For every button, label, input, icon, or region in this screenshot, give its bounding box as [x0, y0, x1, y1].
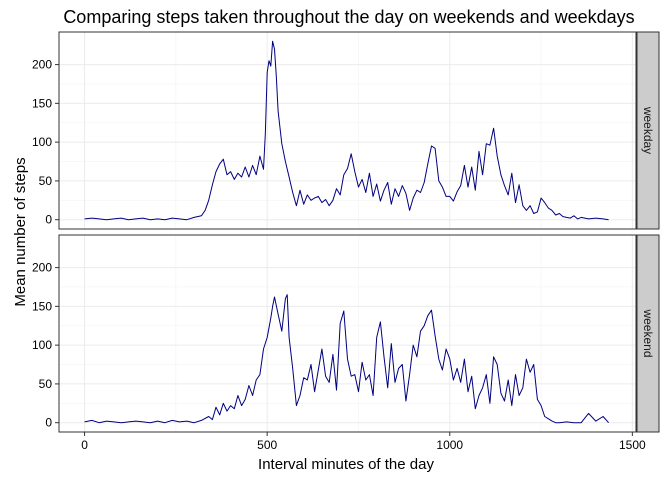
facet-strip-weekend: [636, 234, 660, 433]
chart-title: Comparing steps taken throughout the day…: [63, 7, 634, 27]
y-tick-label: 0: [45, 416, 52, 430]
x-tick-label: 0: [81, 438, 88, 452]
series-line-weekend: [84, 294, 609, 424]
panel-background: [59, 235, 636, 432]
y-tick-label: 150: [32, 96, 52, 110]
panel-border: [58, 234, 637, 433]
x-axis-title: Interval minutes of the day: [258, 456, 434, 473]
panel-weekend: 0 50 100 150 200 weekend: [32, 234, 660, 433]
y-tick-label: 100: [32, 338, 52, 352]
panel-border: [58, 31, 637, 230]
facet-strip-label: weekend: [641, 308, 655, 357]
x-tick-label: 1000: [436, 438, 463, 452]
facet-strip-label: weekday: [641, 106, 655, 154]
x-axis: 0 500 1000 1500: [81, 432, 646, 452]
y-tick-label: 100: [32, 135, 52, 149]
y-axis-title: Mean number of steps: [12, 157, 29, 306]
y-tick-label: 50: [39, 377, 53, 391]
x-tick-label: 500: [257, 438, 277, 452]
y-tick-label: 200: [32, 58, 52, 72]
panel-background: [59, 32, 636, 229]
facet-strip-weekday: [636, 31, 660, 230]
y-tick-label: 50: [39, 174, 53, 188]
series-line-weekday: [84, 40, 609, 221]
y-tick-label: 200: [32, 261, 52, 275]
facet-panels: 0 50 100 150 200 weekday 0 50 100 150 200 weekend: [32, 31, 660, 433]
x-tick-label: 1500: [619, 438, 646, 452]
y-tick-label: 0: [45, 213, 52, 227]
panel-weekday: 0 50 100 150 200 weekday: [32, 31, 660, 230]
y-tick-label: 150: [32, 299, 52, 313]
